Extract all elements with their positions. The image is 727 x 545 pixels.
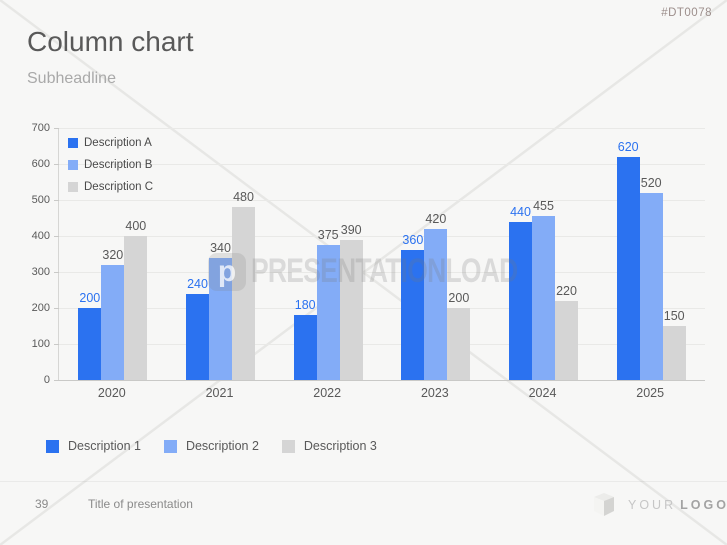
bar-description-b: 420 <box>424 212 448 380</box>
bar-data-label: 400 <box>125 219 147 233</box>
bar-description-c: 480 <box>232 190 255 380</box>
logo-word-logo: LOGO <box>680 497 727 512</box>
bar-description-b: 320 <box>101 248 125 380</box>
cube-logo-icon <box>594 493 614 516</box>
y-tick <box>54 128 59 129</box>
y-tick <box>54 380 59 381</box>
bar-description-b: 375 <box>316 228 340 380</box>
page-subtitle: Subheadline <box>27 70 116 87</box>
bar-data-label: 420 <box>425 211 447 226</box>
plot-area: 200 320 400 240 340 480 180 375 390 360 420 200 440 4… <box>54 128 705 381</box>
chart-legend-item: Description B <box>68 158 153 172</box>
bar-data-label: 240 <box>187 276 208 291</box>
x-axis-label: 2024 <box>528 386 557 400</box>
bar-data-label: 440 <box>510 204 531 219</box>
legend-label: Description 2 <box>185 439 259 453</box>
y-axis-label: 700 <box>31 122 50 134</box>
legend-label: Description A <box>84 137 152 149</box>
legend-swatch <box>68 160 78 170</box>
bar-description-a: 360 <box>401 233 425 380</box>
chart-legend-item: Description C <box>68 180 153 194</box>
y-axis-label: 600 <box>31 158 50 170</box>
legend-swatch <box>68 182 78 192</box>
y-tick <box>54 236 59 237</box>
bottom-legend-item: Description 1 <box>46 439 141 453</box>
bar-description-b: 340 <box>209 241 232 380</box>
y-tick <box>54 272 59 273</box>
legend-label: Description B <box>84 159 153 171</box>
legend-swatch <box>163 439 177 453</box>
bar-data-label: 320 <box>102 247 124 262</box>
chart-legend: Description A Description B Description C <box>68 136 153 202</box>
bar-group: 360 420 200 <box>382 128 490 380</box>
bar-description-b: 520 <box>639 176 663 380</box>
legend-swatch <box>281 439 295 453</box>
bar-description-c: 400 <box>124 219 148 380</box>
bar-group: 180 375 390 <box>274 128 382 380</box>
x-axis-label: 2025 <box>636 386 665 400</box>
bar-description-a: 200 <box>78 291 102 380</box>
template-code: #DT0078 <box>661 7 712 19</box>
bar-data-label: 620 <box>617 139 639 154</box>
x-axis-label: 2022 <box>313 386 342 400</box>
y-tick <box>54 164 59 165</box>
bar-data-label: 200 <box>448 291 470 305</box>
legend-swatch <box>68 138 78 148</box>
chart-legend-item: Description A <box>68 136 153 150</box>
bar-groups: 200 320 400 240 340 480 180 375 390 360 420 200 440 4… <box>59 128 705 380</box>
bottom-legend-item: Description 3 <box>281 439 377 453</box>
bar-description-b: 455 <box>532 199 556 380</box>
bar-data-label: 340 <box>210 240 231 255</box>
bar-data-label: 200 <box>79 291 101 305</box>
logo-word-your: YOUR <box>628 497 677 512</box>
bottom-legend-item: Description 2 <box>163 439 259 453</box>
bar-data-label: 220 <box>556 283 577 298</box>
x-axis-label: 2023 <box>420 386 449 400</box>
legend-swatch <box>46 439 59 453</box>
your-logo: YOUR LOGO <box>594 493 727 516</box>
legend-label: Description 3 <box>303 439 377 453</box>
x-axis-label: 2021 <box>205 386 234 400</box>
legend-label: Description C <box>84 181 154 193</box>
bar-description-c: 220 <box>555 284 579 380</box>
bar-group: 240 340 480 <box>167 128 275 380</box>
bar-description-a: 180 <box>293 298 317 380</box>
bar-data-label: 390 <box>340 222 362 237</box>
x-axis-labels: 2020 2021 2022 2023 2024 2025 <box>58 386 704 402</box>
x-axis-label: 2020 <box>97 386 126 400</box>
bottom-legend: Description 1 Description 2 Description 3 <box>46 439 400 453</box>
bar-data-label: 150 <box>663 309 685 323</box>
y-tick <box>54 344 59 345</box>
y-axis-label: 300 <box>31 266 50 278</box>
bar-data-label: 520 <box>640 175 662 190</box>
y-tick <box>54 200 59 201</box>
footer-presentation-title: Title of presentation <box>88 497 193 511</box>
page-title: Column chart <box>27 26 194 57</box>
bar-description-a: 240 <box>186 277 209 380</box>
bar-description-c: 390 <box>339 223 363 380</box>
y-axis-label: 500 <box>31 194 50 206</box>
y-axis-label: 200 <box>31 302 50 314</box>
bar-data-label: 480 <box>233 190 254 205</box>
bar-description-c: 200 <box>447 291 471 380</box>
bar-data-label: 180 <box>294 298 316 313</box>
bar-description-a: 440 <box>509 205 533 380</box>
y-axis-label: 0 <box>43 374 50 386</box>
bar-data-label: 375 <box>317 228 339 242</box>
y-tick <box>54 308 59 309</box>
bar-data-label: 360 <box>402 233 424 248</box>
y-axis-label: 100 <box>31 338 50 350</box>
bar-data-label: 455 <box>533 199 554 214</box>
page-number: 39 <box>35 497 49 511</box>
legend-label: Description 1 <box>68 439 141 453</box>
bar-group: 440 455 220 <box>490 128 598 380</box>
y-axis-label: 400 <box>31 230 50 242</box>
bar-description-c: 150 <box>662 309 686 380</box>
bar-group: 620 520 150 <box>597 128 705 380</box>
bar-description-a: 620 <box>616 140 640 380</box>
